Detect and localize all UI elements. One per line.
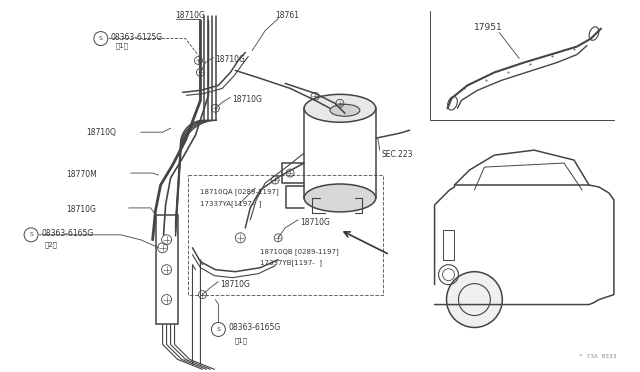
Text: 〈2〉: 〈2〉	[45, 242, 58, 248]
Circle shape	[447, 272, 502, 327]
Text: 18710QB [0289-1197]: 18710QB [0289-1197]	[260, 248, 339, 254]
Text: （1）: （1）	[116, 42, 129, 49]
Text: 08363-6125G: 08363-6125G	[111, 33, 163, 42]
Text: 18761: 18761	[275, 11, 299, 20]
Ellipse shape	[330, 104, 360, 116]
Text: 08363-6165G: 08363-6165G	[41, 229, 93, 238]
Text: 18710G: 18710G	[175, 11, 205, 20]
Text: 18710G: 18710G	[66, 205, 96, 214]
Text: 08363-6165G: 08363-6165G	[228, 324, 280, 333]
Text: （1）: （1）	[234, 337, 247, 344]
Ellipse shape	[304, 94, 376, 122]
Text: 18710G: 18710G	[232, 95, 262, 104]
Text: 18710Q: 18710Q	[86, 128, 116, 137]
Bar	[189, 175, 383, 295]
Text: 17337YB[1197-  ]: 17337YB[1197- ]	[260, 260, 322, 266]
Text: S: S	[216, 327, 220, 332]
Text: S: S	[99, 36, 103, 41]
Text: S: S	[29, 232, 33, 237]
Text: 18710G: 18710G	[220, 280, 250, 289]
Text: SEC.223: SEC.223	[382, 150, 413, 159]
Text: 17337YA[1197-  ]: 17337YA[1197- ]	[200, 200, 262, 207]
Text: 17951: 17951	[474, 23, 503, 32]
Text: 18710G: 18710G	[300, 218, 330, 227]
Text: 18770M: 18770M	[66, 170, 97, 179]
Bar	[442, 230, 454, 260]
Ellipse shape	[304, 184, 376, 212]
Text: 18710QA [0289-1197]: 18710QA [0289-1197]	[200, 188, 279, 195]
Bar	[156, 215, 177, 324]
Text: 18710G: 18710G	[216, 55, 245, 64]
Text: * 73A 0333: * 73A 0333	[579, 355, 617, 359]
